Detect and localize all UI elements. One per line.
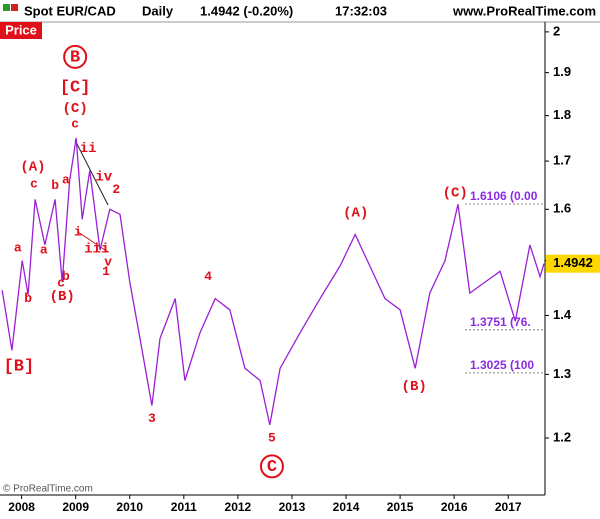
x-tick-label: 2013	[279, 500, 306, 514]
level-label: 1.3751 (76.	[470, 315, 531, 329]
level-label: 1.6106 (0.00	[470, 189, 538, 203]
wave-label: (A)	[20, 159, 45, 175]
last-price-label: 1.4942	[553, 255, 593, 270]
wave-label: [B]	[4, 357, 35, 376]
time: 17:32:03	[335, 3, 387, 18]
quote: 1.4942 (-0.20%)	[200, 3, 293, 18]
icon	[11, 4, 18, 11]
y-tick-label: 1.7	[553, 153, 571, 168]
wave-label: iv	[95, 169, 112, 185]
wave-label: a	[62, 172, 70, 187]
y-tick-label: 1.3	[553, 366, 571, 381]
wave-label: a	[14, 240, 22, 255]
wave-label: c	[57, 276, 65, 291]
y-tick-label: 1.8	[553, 107, 571, 122]
wave-label: (A)	[343, 205, 368, 221]
wave-label: b	[24, 291, 32, 306]
wave-label: b	[62, 269, 70, 284]
wave-label: i	[74, 224, 82, 239]
wave-label: (C)	[63, 101, 88, 117]
wave-label: 3	[148, 411, 156, 426]
wave-label: 5	[268, 430, 276, 445]
wave-label: (C)	[443, 185, 468, 201]
x-tick-label: 2014	[333, 500, 360, 514]
annotation-circle	[259, 454, 284, 479]
last-price-box	[546, 254, 600, 273]
x-tick-label: 2015	[387, 500, 414, 514]
wave-label: b	[51, 178, 59, 193]
wave-label: c	[71, 117, 79, 132]
wave-label: 2	[112, 182, 120, 197]
x-tick-label: 2011	[171, 500, 197, 514]
level-label: 1.3025 (100	[470, 358, 534, 372]
wave-label: B	[70, 48, 80, 67]
wave-label: 1	[102, 264, 110, 279]
price-line	[1, 137, 545, 426]
wave-label: a	[40, 243, 48, 258]
source: www.ProRealTime.com	[452, 3, 596, 18]
wave-label: v	[104, 255, 112, 270]
y-label: Price	[5, 22, 37, 37]
x-tick-label: 2009	[62, 500, 89, 514]
wave-label: c	[30, 176, 38, 191]
wave-label: (B)	[402, 379, 427, 395]
trend-line	[77, 231, 109, 253]
y-tick-label: 1.4	[553, 307, 572, 322]
y-tick-label: 1.2	[553, 429, 571, 444]
wave-label: iii	[84, 242, 109, 258]
icon	[3, 4, 10, 11]
x-tick-label: 2008	[8, 500, 35, 514]
footer: © ProRealTime.com	[3, 484, 93, 495]
y-tick-label: 1.9	[553, 64, 571, 79]
wave-label: 4	[204, 269, 212, 284]
wave-label: (B)	[50, 289, 75, 305]
y-tick-label: 1.6	[553, 201, 571, 216]
wave-label: [C]	[60, 78, 91, 97]
x-tick-label: 2017	[495, 500, 522, 514]
price-tag	[0, 22, 42, 39]
x-tick-label: 2012	[225, 500, 252, 514]
trend-line	[74, 139, 109, 206]
period: Daily	[142, 3, 174, 18]
y-tick-label: 2	[553, 23, 560, 38]
wave-label: C	[267, 458, 277, 477]
symbol: Spot EUR/CAD	[24, 3, 116, 18]
x-tick-label: 2010	[116, 500, 143, 514]
x-tick-label: 2016	[441, 500, 468, 514]
annotation-circle	[63, 44, 88, 69]
wave-label: ii	[80, 141, 97, 157]
